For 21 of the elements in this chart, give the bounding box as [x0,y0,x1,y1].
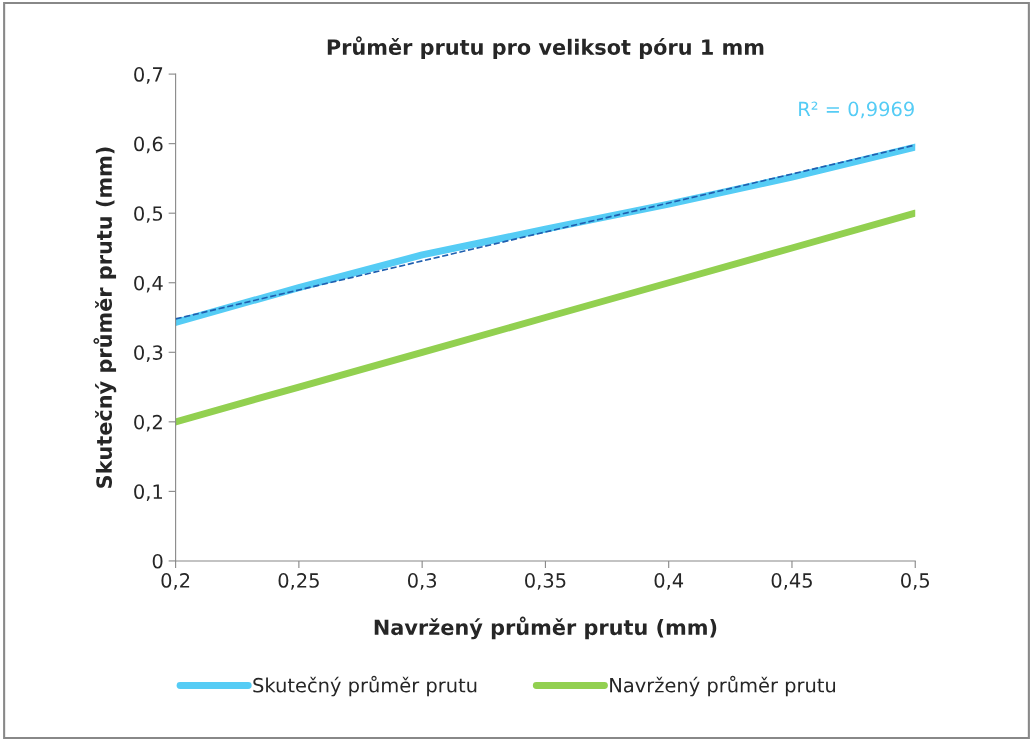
y-tick-label: 0 [152,553,163,569]
y-tick-label: 0,1 [134,484,163,502]
x-tick-label: 0,25 [278,573,319,590]
legend-label: Skutečný průměr prutu [253,675,477,697]
chart-title: Průměr prutu pro veliksot póru 1 mm [327,36,764,59]
y-tick-label: 0,7 [134,67,163,84]
annotation: R² = 0,9969 [799,101,914,119]
x-tick-label: 0,2 [161,573,190,590]
legend-label: Navržený průměr prutu [610,675,836,697]
x-axis-title: Navržený průměr prutu (mm) [374,616,717,640]
y-tick-label: 0,6 [134,136,163,154]
y-tick-label: 0,2 [134,414,162,432]
x-tick-label: 0,5 [901,573,929,590]
x-tick-label: 0,45 [771,573,812,590]
x-tick-label: 0,4 [654,573,684,590]
y-tick-label: 0,4 [134,275,163,293]
y-tick-label: 0,3 [134,345,163,362]
x-tick-label: 0,35 [525,573,566,590]
y-tick-label: 0,5 [134,206,163,223]
x-tick-label: 0,3 [407,573,437,590]
y-axis-title: Skutečný průměr prutu (mm) [93,147,117,488]
